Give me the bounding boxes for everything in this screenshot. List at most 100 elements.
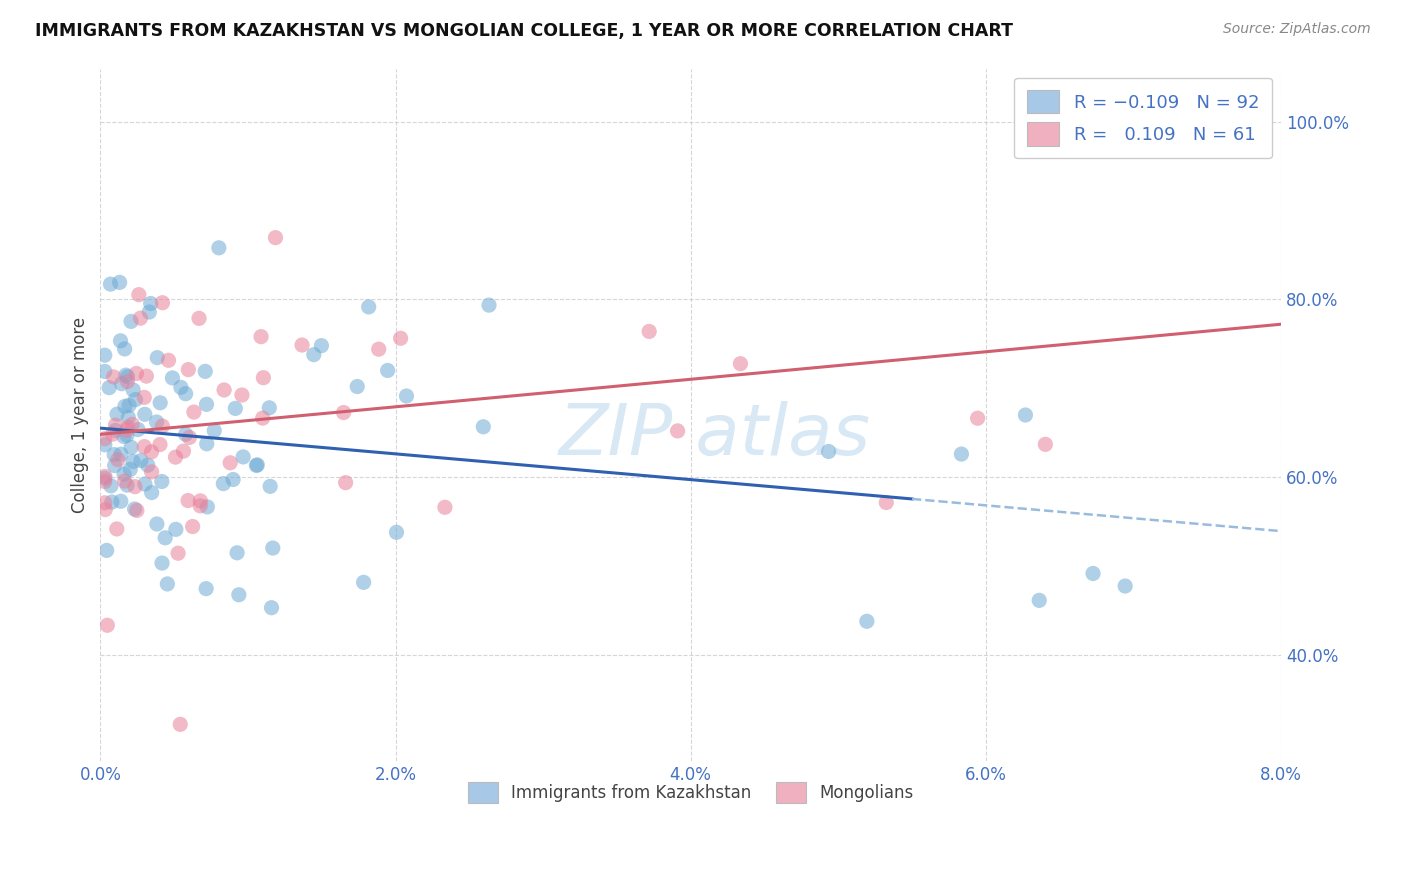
Point: [94, 364, 117, 378]
Text: ZIP atlas: ZIP atlas: [558, 401, 870, 470]
Point: [385, 525, 408, 540]
Point: [202, 424, 225, 438]
Point: [817, 444, 839, 458]
Point: [377, 363, 399, 377]
Point: [231, 388, 253, 402]
Point: [117, 369, 139, 384]
Point: [179, 430, 201, 444]
Point: [104, 418, 127, 433]
Point: [145, 415, 167, 429]
Point: [195, 500, 218, 514]
Point: [117, 375, 139, 389]
Point: [118, 398, 141, 412]
Point: [114, 400, 136, 414]
Point: [208, 241, 231, 255]
Point: [150, 475, 173, 489]
Point: [174, 386, 197, 401]
Point: [125, 503, 148, 517]
Point: [124, 392, 146, 407]
Point: [264, 230, 287, 244]
Point: [124, 502, 146, 516]
Point: [367, 342, 389, 356]
Point: [222, 473, 245, 487]
Point: [136, 458, 159, 473]
Point: [259, 401, 281, 415]
Point: [291, 338, 314, 352]
Point: [353, 575, 375, 590]
Point: [433, 500, 456, 515]
Point: [115, 428, 138, 442]
Point: [94, 475, 117, 489]
Point: [104, 458, 127, 473]
Point: [96, 543, 118, 558]
Point: [117, 420, 139, 434]
Point: [135, 369, 157, 384]
Point: [188, 499, 211, 513]
Point: [120, 462, 142, 476]
Point: [138, 305, 160, 319]
Point: [101, 427, 124, 442]
Point: [94, 502, 117, 516]
Point: [252, 411, 274, 425]
Point: [389, 331, 412, 345]
Point: [302, 348, 325, 362]
Point: [101, 495, 124, 509]
Point: [114, 342, 136, 356]
Point: [472, 419, 495, 434]
Point: [134, 477, 156, 491]
Point: [122, 383, 145, 397]
Point: [141, 445, 163, 459]
Point: [141, 465, 163, 479]
Point: [195, 397, 218, 411]
Point: [194, 364, 217, 378]
Point: [478, 298, 501, 312]
Point: [120, 441, 142, 455]
Point: [167, 546, 190, 560]
Legend: Immigrants from Kazakhstan, Mongolians: Immigrants from Kazakhstan, Mongolians: [456, 771, 925, 815]
Point: [190, 494, 212, 508]
Point: [262, 541, 284, 555]
Point: [122, 454, 145, 468]
Point: [139, 296, 162, 310]
Point: [114, 474, 136, 488]
Point: [112, 429, 135, 443]
Point: [146, 516, 169, 531]
Point: [103, 370, 125, 384]
Point: [150, 419, 173, 434]
Point: [96, 618, 118, 632]
Point: [966, 411, 988, 425]
Point: [395, 389, 418, 403]
Point: [115, 368, 138, 383]
Text: IMMIGRANTS FROM KAZAKHSTAN VS MONGOLIAN COLLEGE, 1 YEAR OR MORE CORRELATION CHAR: IMMIGRANTS FROM KAZAKHSTAN VS MONGOLIAN …: [35, 22, 1014, 40]
Point: [134, 440, 156, 454]
Text: Source: ZipAtlas.com: Source: ZipAtlas.com: [1223, 22, 1371, 37]
Point: [245, 458, 267, 473]
Point: [188, 311, 211, 326]
Point: [94, 496, 117, 510]
Point: [94, 432, 117, 446]
Point: [157, 353, 180, 368]
Point: [875, 495, 897, 509]
Y-axis label: College, 1 year or more: College, 1 year or more: [72, 317, 89, 513]
Point: [110, 334, 132, 348]
Point: [226, 546, 249, 560]
Point: [129, 453, 152, 467]
Point: [149, 396, 172, 410]
Point: [1114, 579, 1136, 593]
Point: [260, 600, 283, 615]
Point: [105, 407, 128, 421]
Point: [117, 410, 139, 425]
Point: [134, 407, 156, 421]
Point: [232, 450, 254, 464]
Point: [666, 424, 689, 438]
Point: [1028, 593, 1050, 607]
Point: [195, 582, 218, 596]
Point: [169, 717, 191, 731]
Point: [165, 450, 187, 464]
Point: [1033, 437, 1056, 451]
Point: [100, 479, 122, 493]
Point: [638, 325, 661, 339]
Point: [250, 329, 273, 343]
Point: [259, 479, 281, 493]
Point: [1014, 408, 1036, 422]
